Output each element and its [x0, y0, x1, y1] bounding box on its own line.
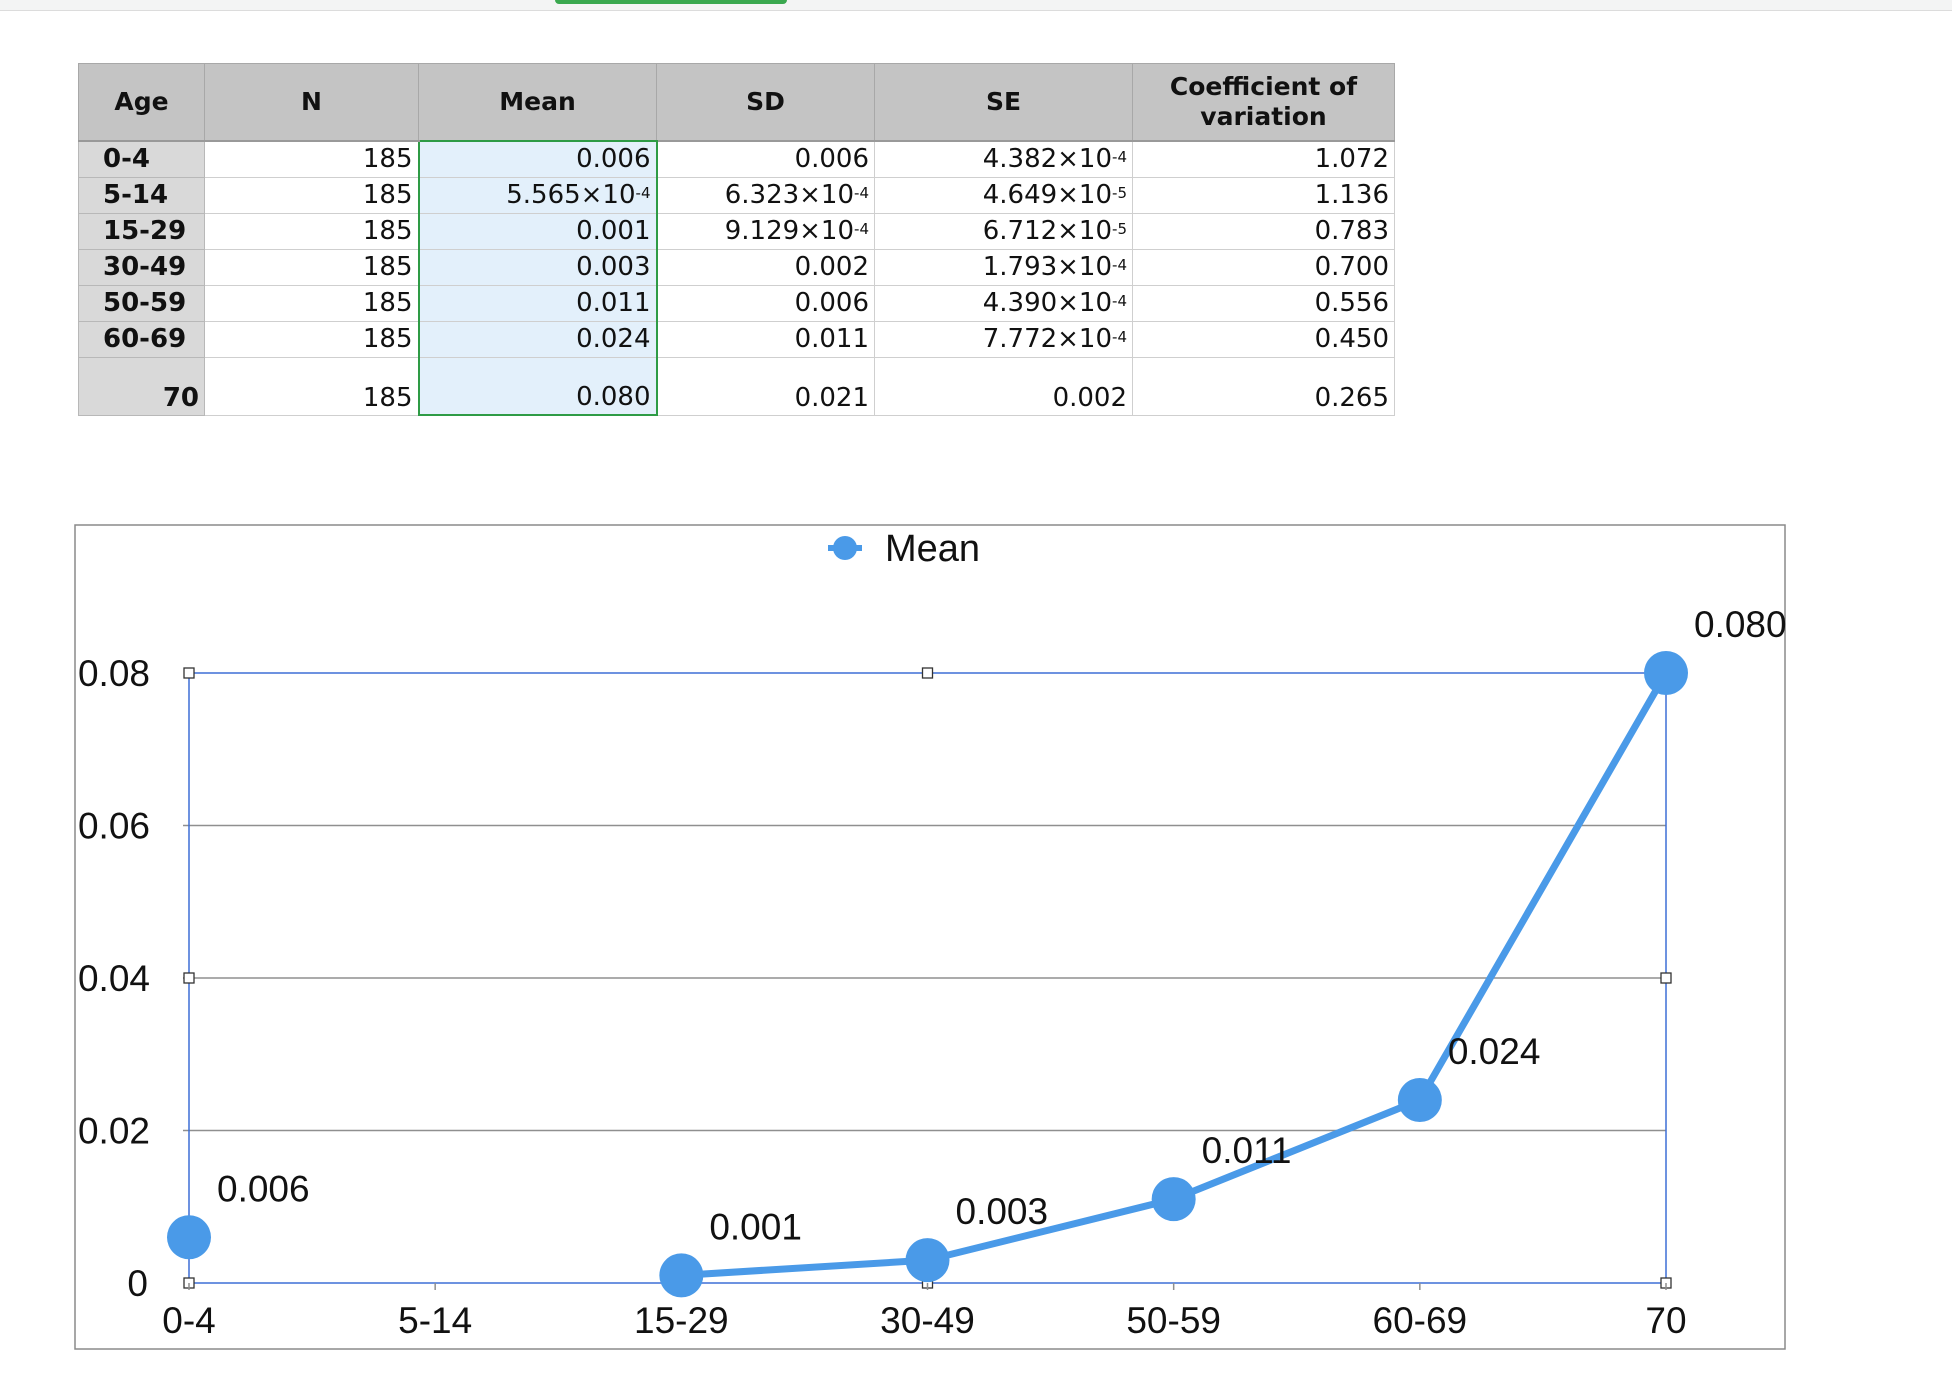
cell-cv[interactable]: 1.136	[1132, 177, 1395, 214]
cell-age[interactable]: 0-4	[78, 140, 205, 178]
resize-handle[interactable]	[1660, 972, 1672, 984]
series-line-segment	[1170, 1096, 1424, 1203]
data-point-marker[interactable]	[905, 1238, 950, 1283]
table-row: 70 185 0.080 0.021 0.002 0.265	[78, 357, 1395, 416]
cell-mean[interactable]: 0.024	[417, 321, 658, 358]
cell-cv[interactable]: 0.450	[1132, 321, 1395, 358]
cell-mean[interactable]: 0.001	[417, 213, 658, 250]
series-mean[interactable]	[167, 651, 1688, 1298]
cell-se[interactable]: 6.712×10-5	[874, 213, 1133, 250]
x-tick-label: 0-4	[162, 1300, 215, 1341]
cell-n[interactable]: 185	[204, 357, 419, 416]
x-tick-label: 15-29	[634, 1300, 729, 1341]
header-cv-line2: variation	[1200, 102, 1327, 131]
active-sheet-tab-indicator[interactable]	[555, 0, 787, 4]
table-row: 50-59 185 0.011 0.006 4.390×10-4 0.556	[78, 285, 1395, 322]
header-age[interactable]: Age	[78, 63, 205, 142]
table-row: 15-29 185 0.001 9.129×10-4 6.712×10-5 0.783	[78, 213, 1395, 250]
data-label: 0.011	[1202, 1130, 1292, 1171]
table-row: 0-4 185 0.006 0.006 4.382×10-4 1.072	[78, 140, 1395, 178]
header-cv-line1: Coefficient of	[1169, 72, 1358, 101]
header-mean[interactable]: Mean	[418, 63, 657, 142]
data-point-marker[interactable]	[1397, 1078, 1442, 1122]
data-point-marker[interactable]	[1151, 1177, 1196, 1222]
series-line-segment	[924, 1195, 1178, 1264]
cell-sd[interactable]: 6.323×10-4	[656, 177, 875, 214]
data-point-marker[interactable]	[167, 1215, 211, 1260]
cell-cv[interactable]: 1.072	[1132, 140, 1395, 178]
x-axis: 0-4 5-14 15-29 30-49 50-59 60-69 70	[162, 1283, 1687, 1341]
header-sd[interactable]: SD	[656, 63, 875, 142]
cell-n[interactable]: 185	[204, 140, 419, 178]
cell-sd[interactable]: 9.129×10-4	[656, 213, 875, 250]
x-tick-label: 60-69	[1373, 1300, 1468, 1341]
header-n[interactable]: N	[204, 63, 419, 142]
gridlines	[183, 824, 1666, 1132]
data-label: 0.024	[1448, 1031, 1541, 1072]
cell-age[interactable]: 70	[78, 357, 205, 416]
cell-n[interactable]: 185	[204, 213, 419, 250]
cell-sd[interactable]: 0.006	[656, 285, 875, 322]
resize-handle[interactable]	[183, 667, 195, 679]
table-row: 60-69 185 0.024 0.011 7.772×10-4 0.450	[78, 321, 1395, 358]
header-coefficient-of-variation[interactable]: Coefficient of variation	[1132, 63, 1395, 142]
cell-age[interactable]: 15-29	[78, 213, 205, 250]
cell-se[interactable]: 4.649×10-5	[874, 177, 1133, 214]
cell-cv[interactable]: 0.556	[1132, 285, 1395, 322]
data-labels: 0.006 0.001 0.003 0.011 0.024 0.080	[217, 604, 1787, 1247]
cell-mean[interactable]: 0.003	[417, 249, 658, 286]
y-tick-label: 0	[127, 1263, 148, 1304]
table-header-row: Age N Mean SD SE Coefficient of variatio…	[78, 63, 1395, 142]
summary-statistics-table[interactable]: Age N Mean SD SE Coefficient of variatio…	[78, 63, 1395, 416]
data-label: 0.080	[1694, 604, 1787, 645]
series-line-segment	[677, 1256, 931, 1279]
cell-se[interactable]: 4.382×10-4	[874, 140, 1133, 178]
x-tick-label: 30-49	[880, 1300, 975, 1341]
y-tick-label: 0.04	[78, 958, 150, 999]
x-tick-label: 70	[1645, 1300, 1686, 1341]
data-label: 0.001	[709, 1206, 802, 1247]
data-label: 0.003	[956, 1191, 1049, 1232]
y-axis: 0 0.02 0.04 0.06 0.08	[78, 653, 150, 1304]
cell-mean[interactable]: 0.080	[417, 357, 658, 416]
cell-cv[interactable]: 0.783	[1132, 213, 1395, 250]
table-row: 30-49 185 0.003 0.002 1.793×10-4 0.700	[78, 249, 1395, 286]
cell-age[interactable]: 60-69	[78, 321, 205, 358]
chart-frame[interactable]	[74, 524, 1786, 1350]
y-tick-label: 0.08	[78, 653, 150, 694]
cell-mean[interactable]: 0.006	[417, 140, 658, 178]
cell-cv[interactable]: 0.265	[1132, 357, 1395, 416]
data-point-marker[interactable]	[659, 1253, 704, 1298]
window-top-bar	[0, 0, 1952, 11]
series-line-segment	[1416, 669, 1670, 1104]
data-point-marker[interactable]	[1644, 651, 1688, 695]
cell-n[interactable]: 185	[204, 177, 419, 214]
cell-sd[interactable]: 0.011	[656, 321, 875, 358]
y-tick-label: 0.06	[78, 806, 150, 847]
data-label: 0.006	[217, 1168, 310, 1209]
resize-handle[interactable]	[921, 667, 934, 679]
cell-mean[interactable]: 0.011	[417, 285, 658, 322]
x-tick-label: 50-59	[1126, 1300, 1221, 1341]
legend-entry-mean: Mean	[885, 528, 980, 570]
cell-se[interactable]: 0.002	[874, 357, 1133, 416]
y-tick-label: 0.02	[78, 1111, 150, 1152]
chart-legend[interactable]: Mean	[828, 528, 980, 570]
x-tick-label: 5-14	[398, 1300, 472, 1341]
cell-age[interactable]: 5-14	[78, 177, 205, 214]
cell-age[interactable]: 30-49	[78, 249, 205, 286]
resize-handle[interactable]	[183, 972, 195, 984]
cell-n[interactable]: 185	[204, 249, 419, 286]
cell-se[interactable]: 7.772×10-4	[874, 321, 1133, 358]
cell-n[interactable]: 185	[204, 321, 419, 358]
cell-sd[interactable]: 0.021	[656, 357, 875, 416]
legend-marker-icon	[833, 536, 857, 560]
